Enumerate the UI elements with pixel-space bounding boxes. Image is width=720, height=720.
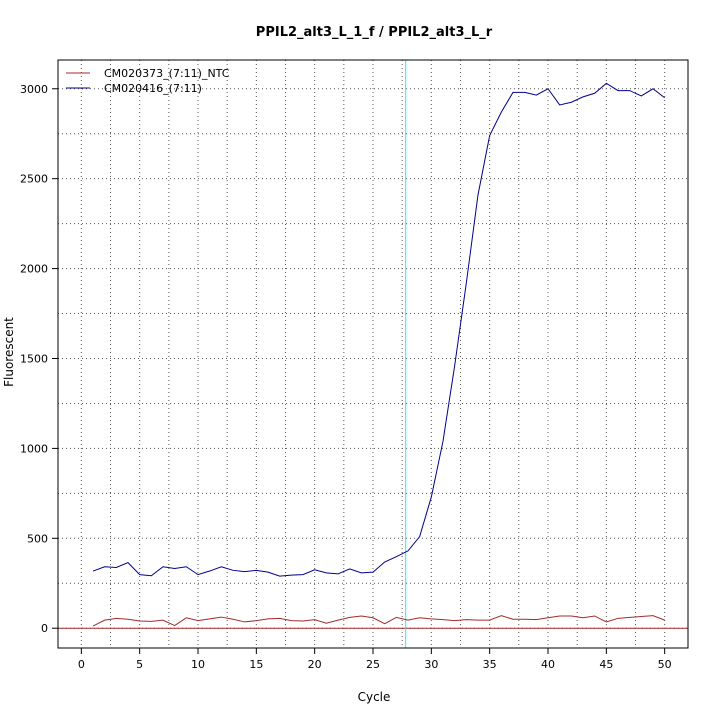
y-tick-label: 0 <box>41 622 48 635</box>
series-line-sample <box>92 82 665 577</box>
y-tick-label: 2500 <box>20 173 48 186</box>
x-tick-label: 45 <box>599 658 613 671</box>
y-tick-label: 500 <box>27 532 48 545</box>
x-tick-label: 25 <box>366 658 380 671</box>
y-axis-ticks: 0 500 1000 1500 2000 2500 3000 <box>20 83 58 635</box>
y-tick-label: 3000 <box>20 83 48 96</box>
y-tick-label: 1500 <box>20 352 48 365</box>
legend-label-sample: CM020416_(7:11) <box>104 82 202 95</box>
y-axis-title: Fluorescent <box>2 317 16 387</box>
x-tick-label: 40 <box>541 658 555 671</box>
series-lines <box>58 60 688 648</box>
legend: CM020373_(7:11)_NTC CM020416_(7:11) <box>66 67 230 95</box>
y-tick-label: 1000 <box>20 442 48 455</box>
series-line-ntc <box>92 615 665 627</box>
x-axis-title: Cycle <box>358 690 391 704</box>
x-tick-label: 50 <box>658 658 672 671</box>
x-tick-label: 15 <box>249 658 263 671</box>
grid-lines <box>58 60 688 648</box>
legend-label-ntc: CM020373_(7:11)_NTC <box>104 67 230 80</box>
x-tick-label: 10 <box>191 658 205 671</box>
x-tick-label: 35 <box>483 658 497 671</box>
y-tick-label: 2000 <box>20 263 48 276</box>
x-tick-label: 20 <box>308 658 322 671</box>
x-tick-label: 30 <box>424 658 438 671</box>
x-tick-label: 0 <box>78 658 85 671</box>
chart-title: PPIL2_alt3_L_1_f / PPIL2_alt3_L_r <box>256 25 493 40</box>
plot-frame <box>57 59 689 649</box>
x-axis-ticks: 0 5 10 15 20 25 30 35 40 45 50 <box>78 648 672 671</box>
x-tick-label: 5 <box>136 658 143 671</box>
